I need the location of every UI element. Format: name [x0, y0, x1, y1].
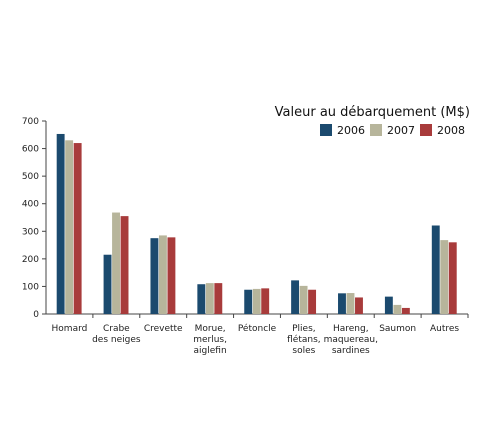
bar-2008: [214, 283, 223, 314]
bars: [56, 133, 457, 314]
bar-2006: [338, 293, 346, 314]
bar-2008: [167, 237, 176, 314]
legend-label: 2008: [437, 124, 465, 137]
bar-2008: [401, 307, 410, 314]
bar-2008: [73, 143, 82, 314]
x-tick-label: Autres: [430, 324, 459, 334]
bar-2007: [346, 293, 355, 314]
bar-2007: [65, 140, 74, 314]
bar-2007: [158, 235, 167, 314]
x-tick-label: Pétoncle: [238, 323, 277, 334]
bar-2007: [440, 240, 449, 314]
bar-2006: [384, 296, 393, 314]
y-axis: 0 100 200 300 400 500 600 700: [22, 117, 47, 320]
bar-2006: [244, 289, 253, 314]
bar-2006: [431, 225, 440, 314]
y-tick-label: 100: [22, 282, 39, 292]
x-tick-label: Plies, flétans, soles: [287, 324, 321, 356]
bar-2007: [112, 212, 120, 314]
x-tick-label: Morue, merlus, aiglefin: [193, 324, 227, 356]
y-tick-label: 0: [33, 310, 39, 320]
bar-2008: [355, 297, 363, 314]
legend-swatch: [420, 124, 432, 136]
y-tick-label: 600: [22, 145, 39, 155]
bar-2007: [299, 285, 308, 314]
bar-2008: [308, 289, 317, 314]
x-tick-label: Homard: [52, 324, 88, 334]
bar-2008: [448, 242, 457, 314]
legend: 2006 2007 2008: [320, 124, 465, 137]
bar-2006: [150, 238, 159, 314]
chart-title: Valeur au débarquement (M$): [275, 105, 470, 120]
bar-2008: [120, 216, 129, 314]
x-tick-label: Crabe des neiges: [92, 324, 141, 345]
bar-2006: [291, 280, 300, 314]
x-tick-label: Hareng, maquereau, sardines: [324, 324, 378, 356]
y-tick-label: 700: [22, 117, 39, 127]
x-tick-label: Crevette: [144, 324, 183, 334]
bar-2006: [56, 133, 65, 314]
bar-2007: [252, 288, 261, 314]
y-tick-label: 500: [22, 172, 39, 182]
bar-2006: [103, 254, 112, 314]
legend-label: 2007: [387, 124, 415, 137]
legend-swatch: [370, 124, 382, 136]
bar-2007: [393, 304, 402, 314]
y-tick-label: 300: [22, 227, 39, 237]
x-tick-label: Saumon: [379, 324, 416, 334]
legend-label: 2006: [337, 124, 365, 137]
y-tick-label: 400: [22, 200, 39, 210]
bar-2007: [205, 283, 214, 314]
y-tick-label: 200: [22, 255, 39, 265]
bar-2006: [197, 284, 206, 314]
legend-swatch: [320, 124, 332, 136]
bar-2008: [261, 288, 270, 314]
